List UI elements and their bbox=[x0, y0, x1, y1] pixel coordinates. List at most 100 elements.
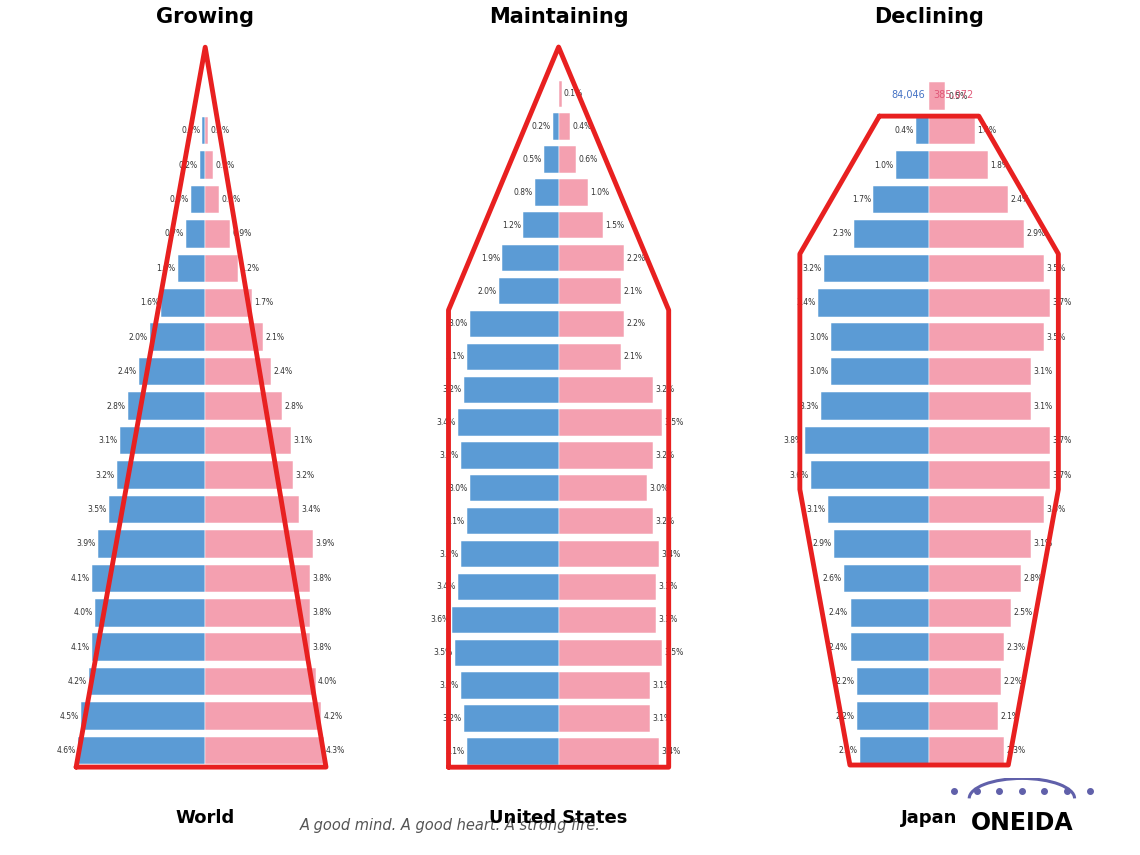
Bar bbox=[92, 634, 205, 661]
Bar bbox=[896, 151, 929, 179]
Bar bbox=[831, 323, 929, 351]
Bar bbox=[205, 461, 293, 489]
Text: ONEIDA: ONEIDA bbox=[970, 811, 1073, 834]
Text: 1.0%: 1.0% bbox=[591, 188, 610, 197]
Text: 3.2%: 3.2% bbox=[656, 451, 675, 460]
Text: 3.1%: 3.1% bbox=[1033, 367, 1052, 376]
Bar bbox=[821, 392, 929, 420]
Text: 2.3%: 2.3% bbox=[832, 229, 852, 239]
Text: 3.1%: 3.1% bbox=[653, 714, 671, 723]
Text: 3.7%: 3.7% bbox=[1053, 470, 1072, 480]
Bar bbox=[929, 323, 1043, 351]
Text: 3.2%: 3.2% bbox=[803, 264, 822, 273]
Bar bbox=[559, 245, 624, 271]
Bar bbox=[553, 114, 559, 139]
Text: 2.3%: 2.3% bbox=[1007, 643, 1026, 652]
Bar bbox=[205, 151, 213, 179]
Bar bbox=[205, 392, 283, 420]
Text: 4.3%: 4.3% bbox=[326, 746, 345, 755]
Bar bbox=[559, 410, 662, 436]
Text: 4.6%: 4.6% bbox=[57, 746, 76, 755]
Text: 2.0%: 2.0% bbox=[478, 286, 497, 296]
Text: 2.4%: 2.4% bbox=[829, 643, 848, 652]
Text: 4.0%: 4.0% bbox=[73, 608, 92, 617]
Text: 0.5%: 0.5% bbox=[522, 155, 542, 164]
Text: 3.1%: 3.1% bbox=[1033, 540, 1052, 548]
Bar bbox=[929, 427, 1050, 454]
Bar bbox=[559, 541, 659, 567]
Bar bbox=[929, 186, 1008, 213]
Text: 1.2%: 1.2% bbox=[241, 264, 260, 273]
Bar bbox=[559, 508, 653, 534]
Text: 3.0%: 3.0% bbox=[650, 484, 669, 492]
Bar bbox=[559, 705, 650, 732]
Text: United States: United States bbox=[489, 810, 628, 828]
Text: 3.5%: 3.5% bbox=[1047, 333, 1066, 342]
Text: 84,046: 84,046 bbox=[891, 90, 926, 99]
Text: 0.7%: 0.7% bbox=[164, 229, 184, 239]
Text: 3.0%: 3.0% bbox=[809, 367, 829, 376]
Text: 3.2%: 3.2% bbox=[96, 470, 115, 480]
Title: Maintaining: Maintaining bbox=[489, 8, 628, 27]
Bar bbox=[161, 289, 205, 316]
Bar bbox=[929, 564, 1020, 593]
Text: 3.2%: 3.2% bbox=[656, 386, 675, 394]
Bar bbox=[205, 564, 310, 593]
Bar bbox=[559, 146, 577, 173]
Text: 2.9%: 2.9% bbox=[813, 540, 831, 548]
Text: 2.3%: 2.3% bbox=[1007, 746, 1026, 755]
Bar bbox=[499, 278, 559, 304]
Text: 3.1%: 3.1% bbox=[446, 516, 464, 526]
Bar bbox=[929, 634, 1004, 661]
Bar bbox=[850, 599, 929, 627]
Bar bbox=[929, 289, 1050, 316]
Bar bbox=[205, 737, 324, 764]
Bar bbox=[139, 358, 205, 386]
Bar bbox=[203, 117, 205, 144]
Text: 3.5%: 3.5% bbox=[1047, 264, 1066, 273]
Bar bbox=[205, 634, 310, 661]
Bar bbox=[461, 541, 559, 567]
Bar bbox=[929, 358, 1031, 386]
Bar bbox=[461, 442, 559, 469]
Text: 3.5%: 3.5% bbox=[665, 648, 684, 657]
Text: 3.0%: 3.0% bbox=[448, 320, 467, 328]
Text: 3.8%: 3.8% bbox=[312, 608, 332, 617]
Text: 3.8%: 3.8% bbox=[783, 436, 803, 445]
Bar bbox=[464, 705, 559, 732]
Text: 1.6%: 1.6% bbox=[140, 298, 158, 307]
Bar bbox=[205, 358, 271, 386]
Text: 2.1%: 2.1% bbox=[624, 286, 642, 296]
Text: 3.9%: 3.9% bbox=[315, 540, 334, 548]
Bar bbox=[458, 410, 559, 436]
Text: 3.1%: 3.1% bbox=[1033, 402, 1052, 410]
Text: 3.3%: 3.3% bbox=[659, 582, 678, 592]
Bar bbox=[205, 427, 291, 454]
Bar bbox=[205, 323, 263, 351]
Text: 3.9%: 3.9% bbox=[76, 540, 96, 548]
Text: 1.0%: 1.0% bbox=[874, 161, 894, 169]
Text: 3.7%: 3.7% bbox=[1053, 436, 1072, 445]
Text: 2.2%: 2.2% bbox=[836, 711, 855, 721]
Text: 0.2%: 0.2% bbox=[178, 161, 197, 169]
Text: 3.5%: 3.5% bbox=[665, 418, 684, 427]
Bar bbox=[857, 668, 929, 695]
Text: 3.4%: 3.4% bbox=[796, 298, 815, 307]
Bar bbox=[929, 702, 998, 730]
Bar bbox=[205, 117, 207, 144]
Bar bbox=[559, 574, 657, 600]
Text: 1.0%: 1.0% bbox=[156, 264, 176, 273]
Text: 4.1%: 4.1% bbox=[71, 574, 90, 583]
Text: 3.4%: 3.4% bbox=[437, 582, 456, 592]
Bar bbox=[559, 376, 653, 403]
Text: 0.5%: 0.5% bbox=[948, 91, 968, 101]
Bar bbox=[857, 702, 929, 730]
Text: 4.2%: 4.2% bbox=[68, 677, 87, 687]
Text: 2.2%: 2.2% bbox=[836, 677, 855, 687]
Text: 3.4%: 3.4% bbox=[437, 418, 456, 427]
Bar bbox=[929, 461, 1050, 489]
Bar bbox=[186, 220, 205, 248]
Bar bbox=[544, 146, 559, 173]
Bar bbox=[120, 427, 205, 454]
Bar bbox=[192, 186, 205, 213]
